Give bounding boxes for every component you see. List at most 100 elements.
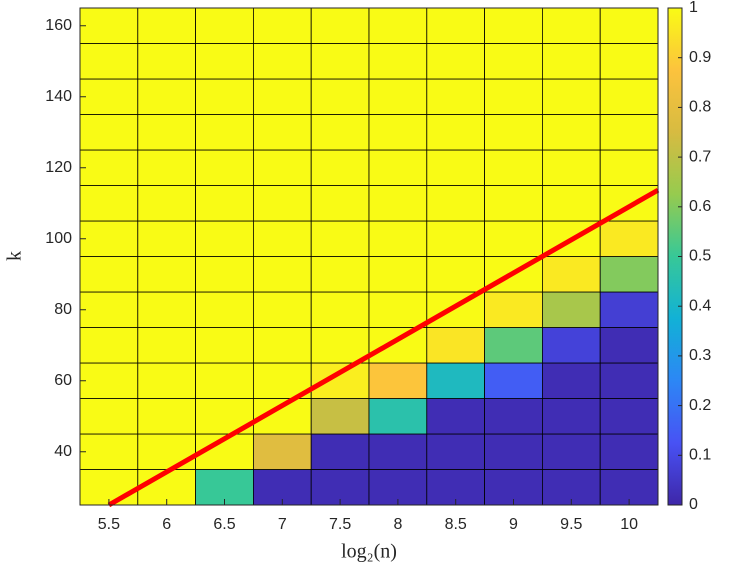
heatmap-cell xyxy=(426,185,485,222)
heatmap-cell xyxy=(310,256,370,293)
y-tick-label: 140 xyxy=(45,88,72,105)
heatmap-cell xyxy=(137,78,197,115)
heatmap-cell xyxy=(195,78,254,115)
heatmap-cell xyxy=(252,78,312,115)
heatmap-cell xyxy=(310,43,370,80)
x-tick-label: 6 xyxy=(162,516,171,533)
heatmap-cell xyxy=(599,114,659,151)
heatmap-cell xyxy=(310,185,370,222)
heatmap-cell xyxy=(252,7,312,44)
heatmap-cell xyxy=(195,43,254,80)
y-axis-label: k xyxy=(4,251,26,261)
heatmap-cell xyxy=(368,114,428,151)
heatmap-cell xyxy=(195,185,254,222)
heatmap-cell xyxy=(195,327,254,364)
heatmap-cell xyxy=(542,327,601,364)
heatmap-cell xyxy=(484,149,543,186)
heatmap-cell xyxy=(426,7,485,44)
heatmap-cell xyxy=(195,7,254,44)
x-tick-label: 7.5 xyxy=(329,516,351,533)
heatmap-cell xyxy=(310,220,370,257)
heatmap-cell xyxy=(368,78,428,115)
heatmap-cell xyxy=(195,256,254,293)
heatmap-cell xyxy=(310,327,370,364)
x-tick-label: 9 xyxy=(509,516,518,533)
heatmap-cell xyxy=(195,362,254,399)
heatmap-cell xyxy=(426,78,485,115)
heatmap-cell xyxy=(252,185,312,222)
heatmap-cell xyxy=(79,43,139,80)
x-tick-label: 8.5 xyxy=(445,516,467,533)
heatmap-cell xyxy=(252,114,312,151)
heatmap-cell xyxy=(426,327,485,364)
heatmap-cell xyxy=(137,220,197,257)
heatmap-cell xyxy=(542,7,601,44)
heatmap-cell xyxy=(137,398,197,435)
heatmap-cell xyxy=(599,43,659,80)
y-tick-label: 100 xyxy=(45,230,72,247)
heatmap-cell xyxy=(195,149,254,186)
colorbar-tick-label: 0.7 xyxy=(689,148,711,165)
heatmap-cell xyxy=(79,114,139,151)
heatmap-cell xyxy=(252,43,312,80)
x-tick-label: 7 xyxy=(278,516,287,533)
colorbar-tick-label: 0.9 xyxy=(689,49,711,66)
heatmap-cell xyxy=(426,220,485,257)
heatmap-cell xyxy=(195,114,254,151)
heatmap-cell xyxy=(484,78,543,115)
heatmap-cell xyxy=(368,362,428,399)
heatmap-cell xyxy=(368,149,428,186)
heatmap-cell xyxy=(310,149,370,186)
heatmap-cell xyxy=(542,433,601,470)
heatmap-cell xyxy=(79,149,139,186)
heatmap-cell xyxy=(542,78,601,115)
heatmap-cell xyxy=(252,433,312,470)
y-tick-label: 160 xyxy=(45,17,72,34)
heatmap-cell xyxy=(368,291,428,328)
heatmap-cell xyxy=(484,185,543,222)
heatmap-cell xyxy=(484,291,543,328)
heatmap-cell xyxy=(426,43,485,80)
heatmap-cell xyxy=(599,220,659,257)
colorbar-tick-label: 1 xyxy=(689,0,698,16)
heatmap-cell xyxy=(310,433,370,470)
heatmap-cell xyxy=(368,43,428,80)
heatmap-cell xyxy=(137,433,197,470)
colorbar-tick-label: 0.2 xyxy=(689,397,711,414)
heatmap-cell xyxy=(484,114,543,151)
heatmap-cell xyxy=(599,256,659,293)
x-axis-label: log₂(n) xyxy=(341,541,397,563)
heatmap-cell xyxy=(599,398,659,435)
heatmap-cell xyxy=(542,362,601,399)
y-tick-label: 60 xyxy=(54,372,72,389)
heatmap-cell xyxy=(137,149,197,186)
heatmap-cell xyxy=(426,433,485,470)
colorbar-tick-label: 0.3 xyxy=(689,347,711,364)
heatmap-cell xyxy=(310,291,370,328)
heatmap-cell xyxy=(368,7,428,44)
heatmap-cell xyxy=(426,398,485,435)
colorbar-tick-label: 0.4 xyxy=(689,297,711,314)
heatmap-cell xyxy=(368,433,428,470)
heatmap-cell xyxy=(368,256,428,293)
x-tick-label: 10 xyxy=(620,516,638,533)
heatmap-cell xyxy=(484,43,543,80)
heatmap-cell xyxy=(542,256,601,293)
heatmap-cell xyxy=(79,398,139,435)
heatmap-cell xyxy=(599,362,659,399)
x-tick-label: 8 xyxy=(393,516,402,533)
heatmap-cell xyxy=(484,398,543,435)
heatmap-cell xyxy=(368,327,428,364)
heatmap-cell xyxy=(137,7,197,44)
heatmap-cell xyxy=(252,220,312,257)
heatmap-cell xyxy=(310,7,370,44)
heatmap-cell xyxy=(252,327,312,364)
heatmap-cell xyxy=(310,114,370,151)
heatmap-cell xyxy=(542,43,601,80)
heatmap-cell xyxy=(368,220,428,257)
heatmap-cell xyxy=(79,362,139,399)
heatmap-cell xyxy=(137,362,197,399)
heatmap-cell xyxy=(79,185,139,222)
heatmap-cell xyxy=(426,149,485,186)
heatmap-cell xyxy=(79,327,139,364)
